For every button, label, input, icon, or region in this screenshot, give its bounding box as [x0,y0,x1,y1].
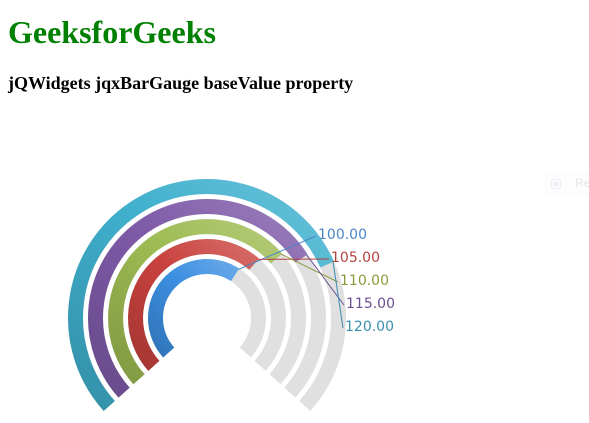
gauge-labels: 100.00 105.00 110.00 115.00 120.00 [318,227,395,335]
gauge-value-label-3: 110.00 [340,273,389,289]
gauge-leader-line-3 [281,253,339,283]
gauge-leader-lines [238,235,345,329]
gauge-value-label-2: 105.00 [331,250,380,266]
gauge-leader-line-5 [332,261,344,329]
faded-button-label: Re [575,176,589,190]
site-title: GeeksforGeeks [8,14,216,50]
gauge-bar-4 [88,199,308,398]
faded-button[interactable]: Re [545,172,589,196]
gauge-value-label-4: 115.00 [346,296,395,312]
gauge-bar-1 [148,259,240,358]
gauge-leader-line-1 [238,235,317,270]
gauge-bar-3 [108,219,283,385]
gauge-bar-2 [128,239,260,371]
gauge-value-label-1: 100.00 [318,227,367,243]
faded-button-icon [551,179,561,189]
gauge-bar-5 [68,178,334,411]
page-heading: jQWidgets jqxBarGauge baseValue property [8,73,354,93]
gauge-bars [68,178,334,411]
gauge-value-label-5: 120.00 [345,319,394,335]
